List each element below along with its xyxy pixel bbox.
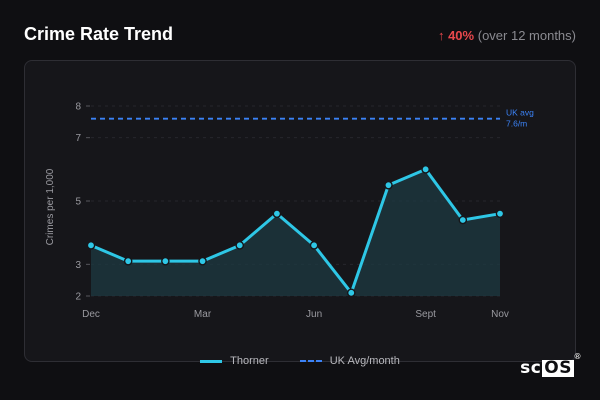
- y-tick-label-3: 3: [75, 260, 81, 271]
- data-point-9: [421, 165, 430, 174]
- legend-swatch-dashed: [299, 360, 322, 363]
- y-tick-label-8: 8: [75, 102, 81, 113]
- change-indicator: ↑ 40% (over 12 months): [438, 28, 576, 43]
- legend-swatch-solid: [200, 359, 223, 363]
- x-tick-label-dec: Dec: [82, 309, 100, 320]
- data-point-5: [272, 209, 282, 218]
- x-tick-label-nov: Nov: [491, 309, 509, 320]
- data-point-2: [161, 256, 170, 266]
- chart-card: [24, 60, 576, 362]
- trend-up-arrow: ↑: [437, 28, 445, 43]
- y-tick-label-5: 5: [75, 197, 81, 208]
- chart-title: Crime Rate Trend: [24, 24, 174, 44]
- x-tick-label-sept: Sept: [415, 309, 436, 320]
- y-axis-label: Crimes per 1,000: [45, 168, 56, 245]
- x-tick-label-jun: Jun: [306, 309, 322, 320]
- x-tick-label-mar: Mar: [194, 309, 212, 320]
- reference-label-line1: UK avg: [506, 108, 534, 118]
- legend-item-thorner: Thorner: [200, 355, 269, 367]
- legend-label-uk-avg: UK Avg/month: [329, 355, 400, 367]
- data-point-10: [458, 215, 468, 225]
- series-area-thorner: [91, 169, 500, 296]
- data-point-8: [384, 180, 393, 190]
- data-point-1: [123, 256, 133, 266]
- data-point-3: [198, 256, 207, 266]
- legend-item-uk-avg: UK Avg/month: [299, 355, 400, 367]
- series-line-thorner: [89, 167, 502, 295]
- data-point-7: [346, 288, 356, 298]
- reference-label-line2: 7.6/m: [506, 119, 527, 129]
- data-point-11: [495, 209, 505, 218]
- change-percentage: 40%: [448, 28, 475, 43]
- chart-legend: Thorner UK Avg/month: [0, 355, 600, 367]
- data-point-4: [235, 241, 245, 250]
- y-tick-label-2: 2: [75, 292, 81, 303]
- brand-registered-mark: ®: [573, 352, 582, 361]
- change-period: (over 12 months): [477, 28, 576, 43]
- y-tick-label-7: 7: [75, 133, 81, 144]
- brand-logo: sc OS ®: [520, 352, 581, 378]
- brand-boxed: OS: [542, 358, 574, 378]
- legend-label-thorner: Thorner: [230, 355, 269, 367]
- data-point-6: [309, 241, 319, 250]
- data-point-0: [86, 241, 96, 250]
- brand-prefix: sc: [520, 358, 542, 378]
